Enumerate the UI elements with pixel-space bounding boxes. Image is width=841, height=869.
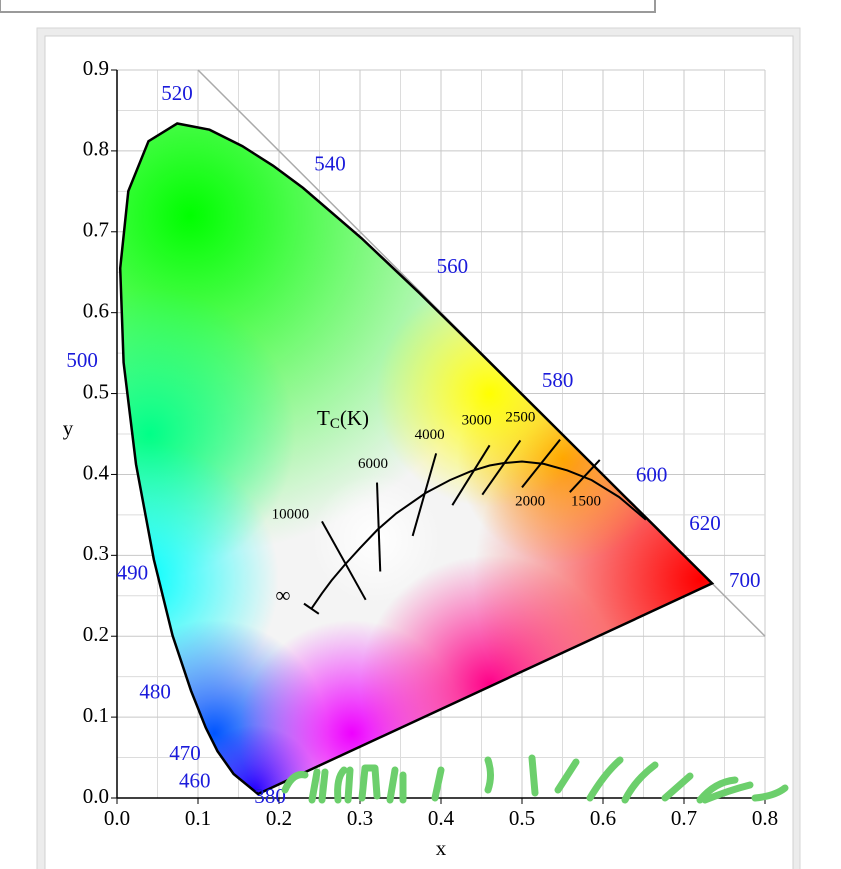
x-tick-label: 0.3 [347,806,373,830]
isotherm-label: 10000 [272,506,310,522]
title-part: T [317,406,330,430]
scribble [701,781,754,804]
scribbles [281,754,789,804]
planckian-title: TC(K) [317,406,369,433]
x-tick-label: 0.5 [509,806,535,830]
x-tick-label: 0.7 [671,806,697,830]
isotherm [411,453,438,537]
x-tick-label: 0.0 [104,806,130,830]
y-tick-label: 0.0 [83,784,109,808]
y-tick-label: 0.7 [83,218,109,242]
isotherm [481,439,522,496]
scribble [281,771,309,794]
wavelength-label: 500 [66,348,98,372]
scribble [554,758,580,794]
y-tick-label: 0.5 [83,379,109,403]
planckian-locus [310,460,647,610]
wavelength-label: 540 [314,151,346,175]
scribble [358,764,381,802]
isotherm [521,439,561,489]
isotherm [321,520,367,601]
wavelength-label: 620 [689,511,721,535]
isotherm-label: 2500 [505,409,535,425]
scribble [308,768,329,804]
text-field[interactable] [0,0,656,13]
y-tick-label: 0.8 [83,137,109,161]
y-tick-label: 0.2 [83,622,109,646]
scribble [621,761,659,804]
isotherm [376,482,382,572]
y-tick-label: 0.6 [83,298,109,322]
scribble [386,766,407,804]
scribble [484,756,494,794]
isotherm-label: 2000 [515,493,545,509]
title-part: (K) [340,406,369,430]
wavelength-label: 580 [542,368,574,392]
scribble [661,772,694,802]
isotherm [451,444,491,506]
spectral-locus [118,122,715,796]
isotherm-label: 6000 [358,456,388,472]
scribble [431,766,445,802]
scribble [696,776,739,804]
y-tick-label: 0.4 [83,460,110,484]
y-axis-label: y [63,416,74,440]
scribble [528,754,539,797]
x-axis-label: x [436,836,447,860]
y-tick-label: 0.9 [83,56,109,80]
isotherm-label: 1500 [571,493,601,509]
wavelength-label: 490 [117,561,149,585]
wavelength-label: 600 [636,463,668,487]
x-tick-label: 0.8 [752,806,778,830]
x-tick-label: 0.6 [590,806,616,830]
infinity-label: ∞ [276,583,291,607]
wavelength-label: 560 [437,254,469,278]
scribble [334,766,354,804]
wavelength-label: 480 [139,679,171,703]
wavelength-label: 520 [161,81,193,105]
scribble [586,756,624,802]
wavelength-label: 700 [729,568,761,592]
y-tick-label: 0.1 [83,703,109,727]
title-part: C [330,417,340,433]
isotherm-label: 4000 [415,427,445,443]
wavelength-label: 470 [169,741,201,765]
scribble [751,784,789,802]
locus-end-bar [303,602,320,615]
y-tick-label: 0.3 [83,541,109,565]
isotherm [569,459,601,493]
x-tick-label: 0.2 [266,806,292,830]
isotherm-label: 3000 [462,412,492,428]
wavelength-label: 460 [179,768,211,792]
wavelength-label: 380 [254,784,286,808]
x-tick-label: 0.4 [428,806,455,830]
x-tick-label: 0.1 [185,806,211,830]
